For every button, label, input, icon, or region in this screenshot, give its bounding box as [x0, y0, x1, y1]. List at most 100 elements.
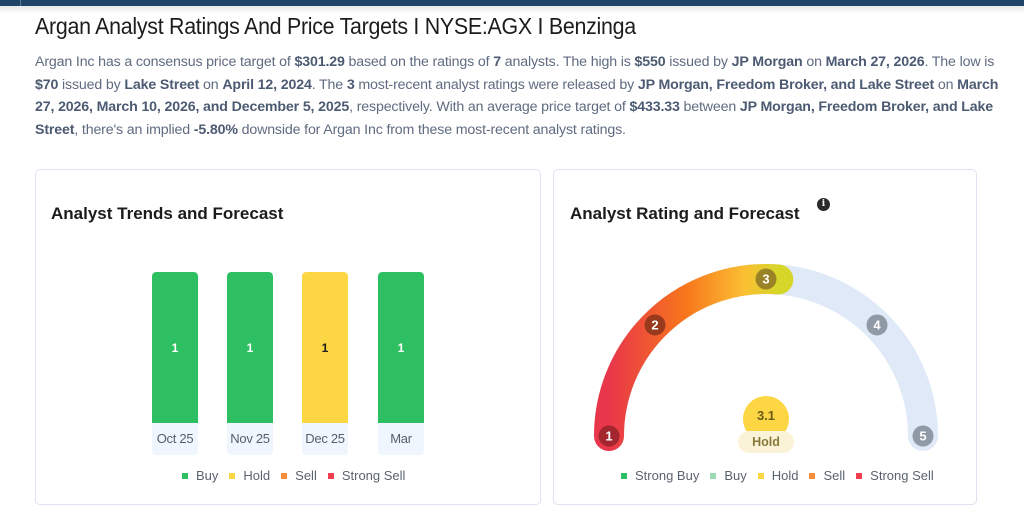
- summary-text: Argan Inc has a consensus price target o…: [35, 54, 295, 70]
- gauge-tick: 5: [912, 425, 934, 447]
- legend-swatch-icon: [856, 472, 863, 479]
- gauge-tick-label: 2: [651, 317, 658, 332]
- trend-bar-category: Dec 25: [305, 431, 345, 446]
- legend-label: Strong Buy: [635, 468, 700, 483]
- gauge-tick-marker: [866, 314, 888, 336]
- summary-text: most-recent analyst ratings were release…: [354, 76, 638, 93]
- consensus-target: $301.29: [294, 54, 345, 70]
- average-firms: JP Morgan, Freedom Broker, and Lake Stre…: [35, 99, 994, 138]
- high-date: March 27, 2026: [825, 54, 925, 70]
- gauge-tick-label: 1: [605, 429, 612, 444]
- low-date: April 12, 2024: [222, 76, 312, 93]
- gauge-tick-marker: [598, 425, 620, 447]
- rating-legend-item[interactable]: Buy: [710, 468, 747, 483]
- trend-bar-category: Oct 25: [156, 431, 194, 446]
- legend-label: Strong Sell: [341, 468, 406, 483]
- gauge-tick: 3: [755, 268, 777, 290]
- trends-title: Analyst Trends and Forecast: [51, 204, 284, 223]
- rating-legend-item[interactable]: Strong Sell: [856, 468, 934, 483]
- legend-swatch-icon: [327, 472, 334, 479]
- legend-label: Hold: [771, 468, 799, 483]
- gauge-tick-label: 5: [919, 429, 926, 444]
- trend-bar-value: 1: [397, 340, 405, 355]
- summary-text: analysts. The high is: [500, 54, 635, 70]
- legend-label: Sell: [295, 468, 317, 483]
- legend-swatch-icon: [809, 472, 816, 479]
- trend-bar-fill: 1: [302, 272, 348, 423]
- analyst-trends-card: Analyst Trends and Forecast 1 Oct 25 1 Nov …: [35, 169, 541, 505]
- summary-text: on: [802, 54, 826, 70]
- summary-text: , respectively. With an average price ta…: [349, 99, 630, 115]
- legend-label: Hold: [243, 468, 271, 483]
- trend-bar-value: 1: [321, 340, 329, 355]
- summary-text: . The low is: [924, 54, 995, 70]
- rating-legend-item[interactable]: Strong Buy: [621, 468, 699, 483]
- implied-change: -5.80%: [193, 121, 238, 138]
- rating-label: Hold: [738, 431, 794, 453]
- low-firm: Lake Street: [124, 76, 200, 93]
- rating-title: Analyst Rating and Forecast: [570, 204, 800, 223]
- info-icon[interactable]: i: [817, 198, 830, 211]
- summary-text: issued by: [58, 76, 125, 93]
- gauge-tick-marker: [644, 314, 666, 336]
- trend-bar-value: 1: [246, 340, 254, 355]
- gauge-tick-label: 4: [873, 317, 881, 332]
- trends-legend-item[interactable]: Buy: [182, 468, 218, 483]
- high-target: $550: [634, 54, 666, 70]
- summary-text: issued by: [665, 54, 732, 70]
- gauge-tick: 1: [598, 425, 620, 447]
- summary-text: . The: [311, 76, 347, 93]
- summary-text: between: [679, 99, 740, 115]
- legend-swatch-icon: [182, 472, 188, 479]
- legend-label: Sell: [823, 468, 846, 483]
- page-title: Argan Analyst Ratings And Price Targets …: [35, 13, 636, 39]
- rating-gauge: 1 2 3 4 5: [594, 264, 938, 451]
- trend-bar[interactable]: 1 Mar: [378, 272, 424, 455]
- trend-bar-category: Nov 25: [230, 431, 270, 446]
- trends-legend: Buy Hold Sell Strong Sell: [182, 468, 405, 483]
- legend-label: Buy: [196, 468, 219, 483]
- summary-text: on: [199, 76, 223, 93]
- rating-legend: Strong Buy Buy Hold Sell Strong Sell: [621, 468, 934, 483]
- recent-count: 3: [346, 76, 355, 93]
- trend-bar-category: Mar: [390, 431, 412, 446]
- trends-legend-item[interactable]: Sell: [281, 468, 317, 483]
- legend-swatch-icon: [757, 472, 764, 479]
- gauge-tick: 2: [644, 314, 666, 336]
- low-target: $70: [35, 76, 59, 93]
- trend-bar-value: 1: [171, 340, 179, 355]
- gauge-tick-label: 3: [762, 272, 769, 287]
- summary-text: , there's an implied: [74, 121, 194, 138]
- gauge-tick-marker: [755, 268, 777, 290]
- recent-firms: JP Morgan, Freedom Broker, and Lake Stre…: [637, 76, 935, 93]
- legend-swatch-icon: [281, 472, 288, 479]
- legend-swatch-icon: [710, 472, 717, 479]
- legend-swatch-icon: [229, 472, 236, 479]
- top-bar-shadow: [0, 6, 1024, 14]
- trends-legend-item[interactable]: Strong Sell: [327, 468, 406, 483]
- gauge-tick: 4: [866, 314, 888, 336]
- summary-text: on: [934, 76, 958, 93]
- price-target-summary: Argan Inc has a consensus price target o…: [35, 51, 1015, 141]
- trend-bar-fill: 1: [152, 272, 198, 423]
- legend-label: Strong Sell: [870, 468, 934, 483]
- top-bar-divider: [20, 0, 21, 6]
- trend-bar[interactable]: 1 Oct 25: [152, 272, 198, 455]
- trend-bar[interactable]: 1 Dec 25: [302, 272, 348, 455]
- recent-dates: March 27, 2026, March 10, 2026, and Dece…: [35, 76, 999, 116]
- legend-swatch-icon: [621, 472, 627, 479]
- high-firm: JP Morgan: [731, 54, 803, 70]
- rating-legend-item[interactable]: Sell: [809, 468, 845, 483]
- trends-legend-item[interactable]: Hold: [229, 468, 270, 483]
- trend-bar[interactable]: 1 Nov 25: [227, 272, 273, 455]
- gauge-tick-marker: [912, 425, 934, 447]
- rating-legend-item[interactable]: Hold: [757, 468, 799, 483]
- legend-label: Buy: [724, 468, 747, 483]
- trend-bar-fill: 1: [378, 272, 424, 423]
- summary-text: based on the ratings of: [344, 54, 494, 70]
- gauge-ticks: 1 2 3 4 5: [598, 268, 934, 447]
- analyst-count: 7: [493, 54, 501, 70]
- trend-bar-fill: 1: [227, 272, 273, 423]
- average-target: $433.33: [629, 99, 680, 115]
